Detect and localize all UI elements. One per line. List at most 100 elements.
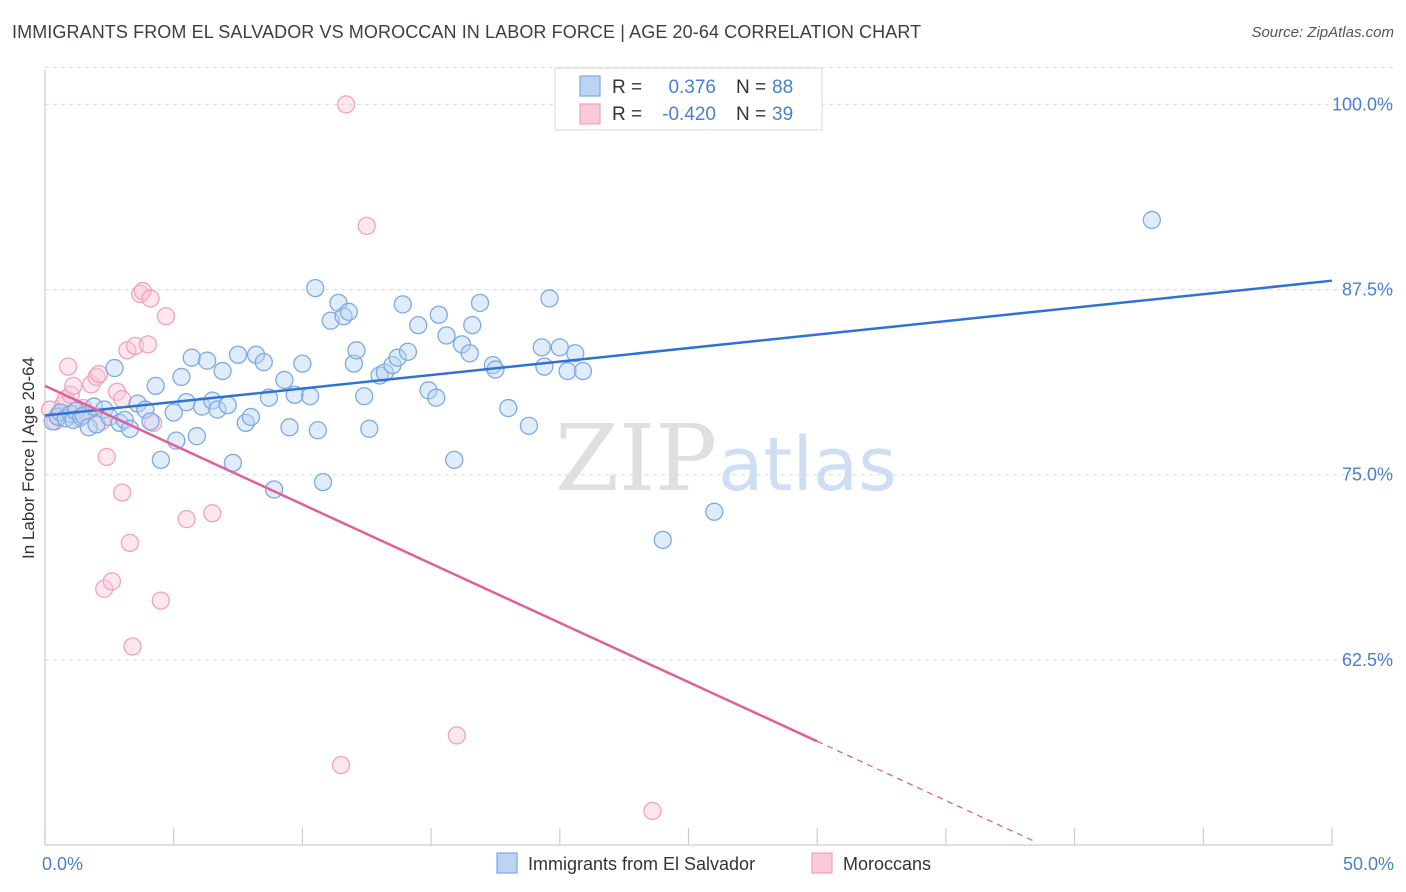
legend-n-label-1: N = (736, 77, 766, 98)
legend-r-value-2: -0.420 (662, 104, 716, 125)
legend-n-value-2: 39 (772, 104, 793, 125)
legend-n-label-2: N = (736, 104, 766, 125)
scatter-point (388, 348, 407, 367)
y-tick-label: 87.5% (1342, 280, 1393, 300)
scatter-point (105, 358, 124, 378)
scatter-point (182, 348, 201, 367)
series-legend: Immigrants from El Salvador Moroccans (496, 852, 931, 874)
scatter-point (460, 344, 479, 363)
scatter-point (113, 483, 132, 502)
scatter-point (470, 293, 490, 313)
scatter-point (89, 364, 109, 384)
x-tick-marks (44, 828, 1333, 845)
scatter-point (113, 390, 132, 409)
scatter-point (643, 801, 662, 821)
scatter-point (540, 289, 559, 308)
scatter-point (300, 387, 320, 406)
scatter-point (499, 398, 518, 418)
watermark-zip: ZIP (555, 405, 717, 512)
scatter-point (172, 367, 191, 387)
scatter-point (236, 413, 255, 433)
scatter-point (241, 407, 261, 427)
scatter-point (97, 447, 116, 467)
scatter-point (429, 305, 448, 324)
scatter-point (131, 284, 150, 304)
scatter-point (447, 726, 466, 745)
scatter-point (87, 367, 106, 387)
scatter-point (519, 416, 539, 435)
source-label: Source: ZipAtlas.com (1251, 24, 1394, 41)
scatter-point (123, 637, 142, 656)
scatter-point (653, 530, 672, 550)
scatter-point (213, 361, 232, 381)
legend-n-value-1: 88 (772, 77, 793, 98)
scatter-point (398, 342, 418, 361)
scatter-point (198, 351, 217, 370)
legend-swatch-el-salvador (496, 852, 518, 874)
scatter-point (151, 591, 170, 610)
scatter-point (357, 216, 376, 236)
chart-title: IMMIGRANTS FROM EL SALVADOR VS MOROCCAN … (12, 22, 922, 42)
grid-lines (45, 66, 1393, 661)
scatter-point (566, 344, 585, 363)
scatter-point (187, 427, 207, 446)
scatter-point (146, 376, 165, 395)
scatter-point (463, 315, 482, 335)
scatter-point (427, 388, 446, 407)
scatter-point (218, 395, 237, 415)
x-tick-label-max: 50.0% (1343, 854, 1394, 874)
scatter-point (337, 95, 356, 114)
stats-legend: R = 0.376 N = 88 R = -0.420 N = 39 (554, 67, 823, 131)
watermark: ZIP atlas (555, 405, 897, 512)
legend-swatch-pink (579, 103, 601, 125)
scatter-point (203, 504, 222, 523)
scatter-point (360, 419, 379, 438)
scatter-point (141, 289, 160, 308)
scatter-point (532, 338, 551, 357)
scatter-point (208, 400, 227, 419)
scatter-point (246, 345, 266, 364)
series-el-salvador-points (43, 210, 1161, 550)
scatter-point (64, 376, 83, 395)
trend-line-moroccans-extrapolated (816, 740, 1037, 843)
scatter-point (339, 302, 358, 321)
legend-label-moroccans: Moroccans (843, 854, 931, 874)
scatter-point (306, 278, 325, 298)
y-tick-labels: 62.5% 75.0% 87.5% 100.0% (1332, 94, 1393, 669)
scatter-point (535, 357, 554, 376)
scatter-point (409, 315, 428, 335)
scatter-point (550, 338, 569, 357)
legend-r-value-1: 0.376 (668, 77, 716, 98)
trend-lines (44, 279, 1333, 843)
scatter-point (254, 353, 273, 372)
scatter-point (393, 295, 412, 314)
y-tick-label: 100.0% (1332, 94, 1393, 114)
legend-swatch-blue (579, 75, 601, 97)
scatter-point (177, 510, 196, 529)
scatter-point (344, 354, 364, 373)
scatter-point (437, 326, 456, 345)
scatter-point (331, 755, 351, 775)
legend-label-el-salvador: Immigrants from El Salvador (528, 854, 755, 874)
y-tick-label: 75.0% (1342, 465, 1393, 485)
scatter-point (59, 357, 78, 376)
scatter-point (419, 381, 438, 400)
scatter-point (313, 472, 333, 492)
scatter-point (347, 341, 366, 360)
legend-swatch-moroccans (811, 852, 833, 874)
scatter-point (293, 354, 312, 373)
scatter-point (102, 572, 122, 591)
trend-line-el-salvador (44, 279, 1333, 417)
scatter-point (133, 281, 152, 301)
scatter-point (1142, 210, 1161, 230)
scatter-point (705, 502, 724, 521)
scatter-point (275, 370, 294, 390)
scatter-point (308, 421, 327, 440)
scatter-point (120, 533, 140, 552)
legend-r-label-2: R = (612, 104, 642, 125)
trend-line-moroccans (44, 384, 818, 743)
scatter-point (355, 387, 374, 406)
scatter-point (156, 307, 176, 326)
scatter-point (558, 361, 577, 381)
